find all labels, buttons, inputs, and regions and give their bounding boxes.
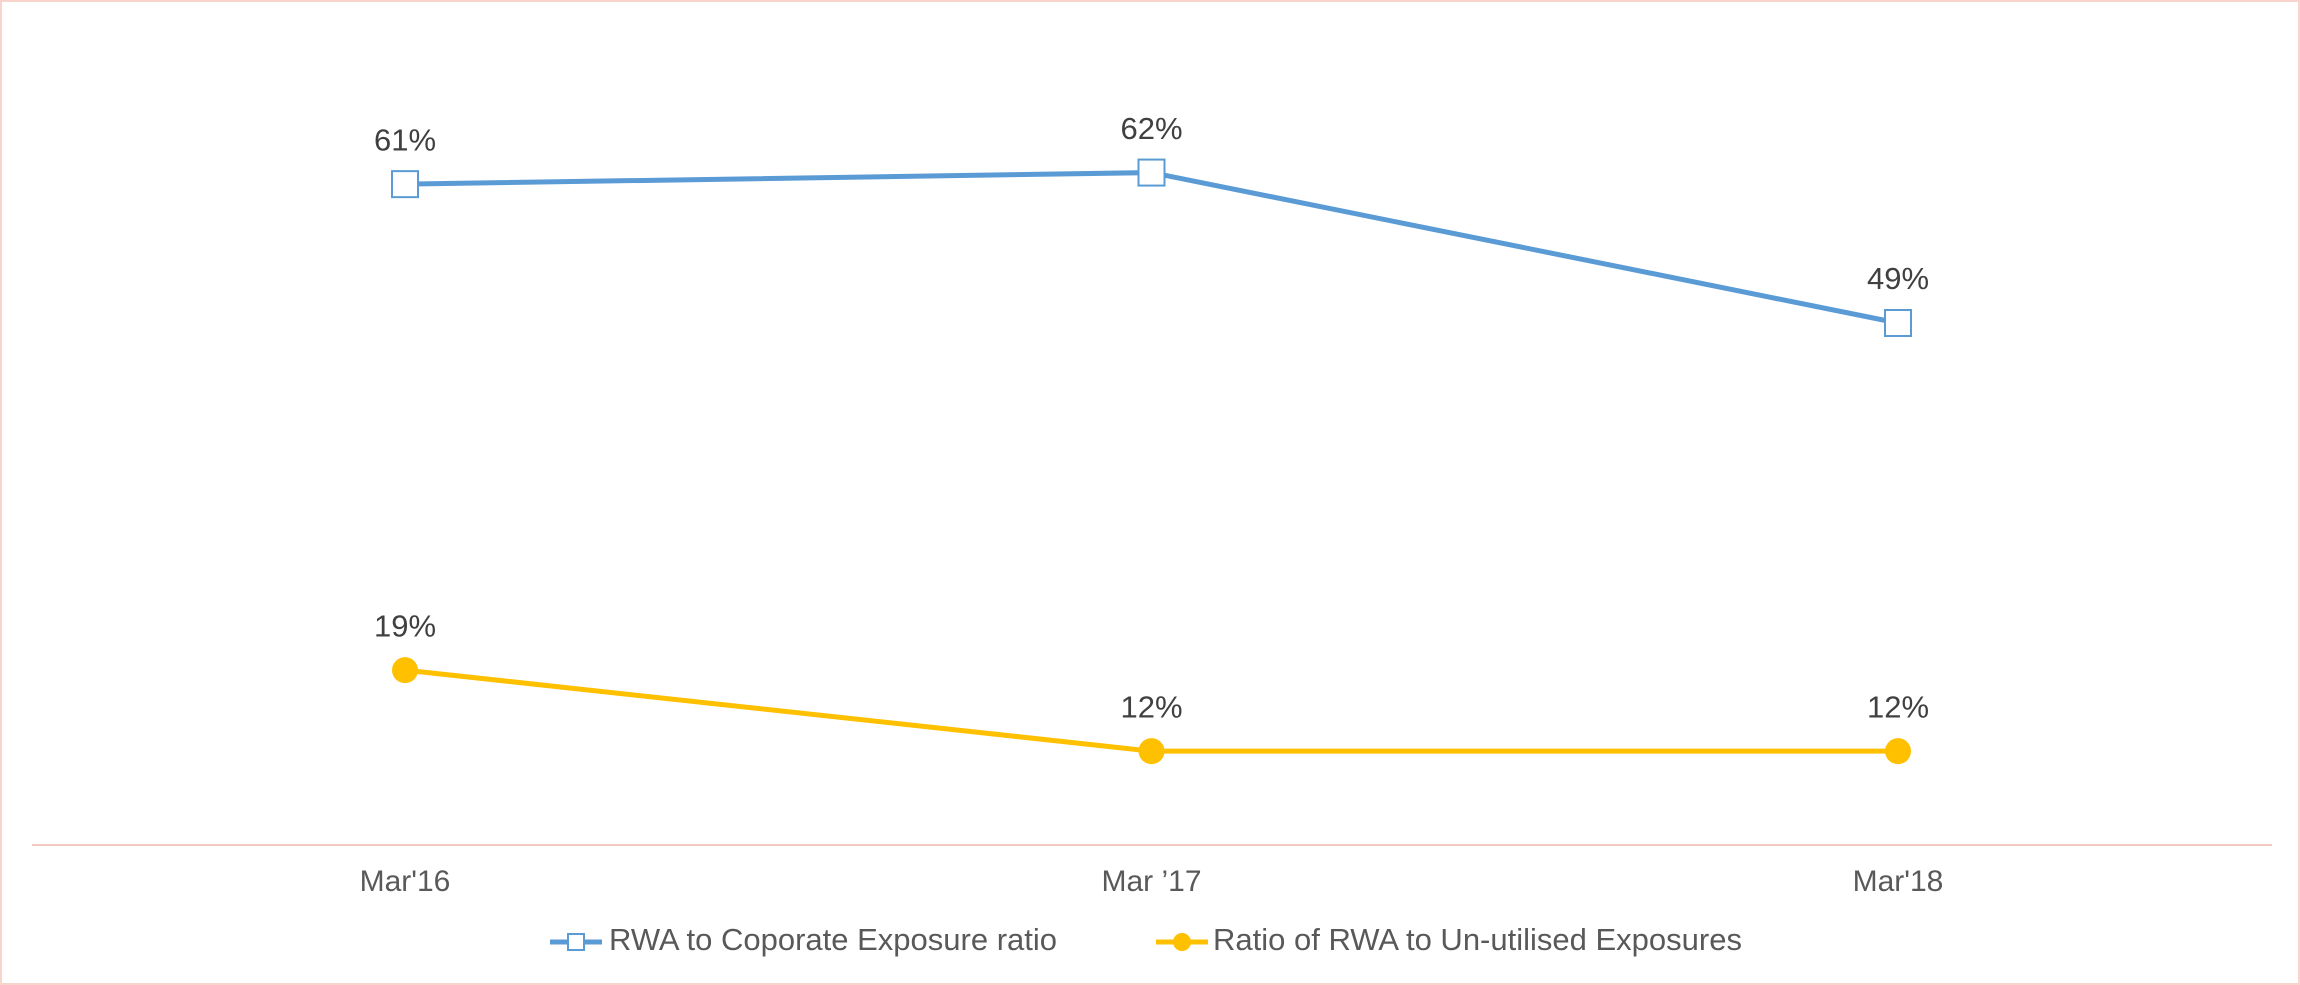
x-tick-label: Mar'16	[360, 865, 451, 898]
marker	[391, 170, 419, 199]
legend-label: RWA to Coporate Exposure ratio	[609, 922, 1057, 957]
marker	[1884, 309, 1912, 337]
data-label: 12%	[1867, 689, 1929, 724]
legend-marker	[1173, 933, 1191, 951]
data-label: 62%	[1120, 111, 1182, 146]
marker	[1138, 738, 1165, 765]
x-tick-label: Mar'18	[1853, 865, 1944, 898]
marker	[392, 657, 418, 684]
data-label: 19%	[374, 608, 436, 643]
x-tick-label: Mar ’17	[1101, 865, 1201, 898]
legend-marker	[567, 933, 585, 951]
marker	[1137, 158, 1166, 187]
data-label: 61%	[374, 122, 436, 157]
data-label: 49%	[1867, 261, 1929, 296]
data-label: 12%	[1120, 689, 1182, 724]
legend-label: Ratio of RWA to Un-utilised Exposures	[1213, 922, 1742, 957]
marker	[1885, 738, 1911, 765]
